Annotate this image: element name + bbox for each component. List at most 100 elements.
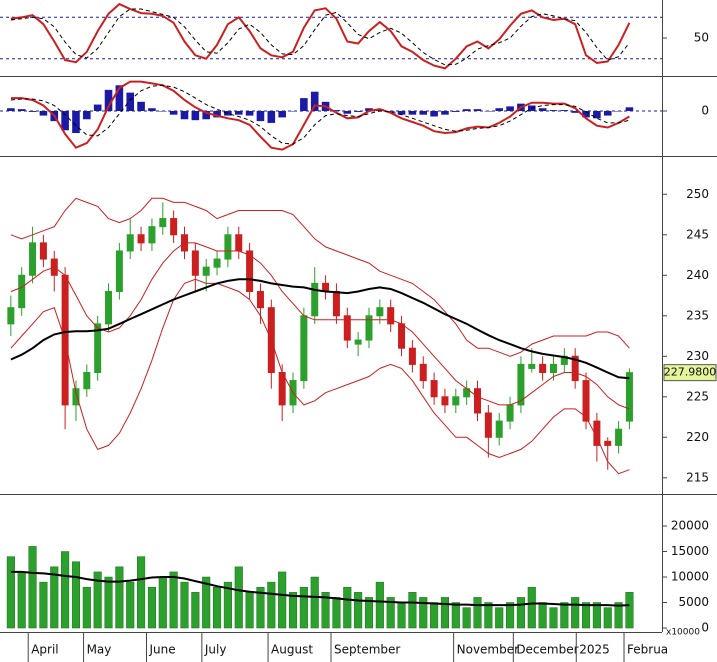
histogram-bar — [593, 110, 601, 119]
histogram-bar — [462, 109, 471, 111]
volume-bar — [256, 586, 265, 629]
volume-bar — [462, 607, 471, 629]
volume-bar — [39, 581, 48, 629]
candle-body — [354, 339, 362, 345]
volume-bar — [527, 586, 536, 629]
volume-bar — [592, 602, 601, 629]
volume-bar — [603, 607, 612, 629]
y-tick-label: 235 — [686, 308, 709, 322]
histogram-bar — [158, 110, 167, 112]
candle-body — [582, 380, 590, 422]
y-tick-label: 215 — [686, 470, 709, 484]
volume-bar — [137, 556, 146, 629]
x-tick-label: Februa — [627, 643, 668, 657]
candle-body — [441, 396, 449, 406]
volume-bar — [560, 602, 569, 629]
candle-body — [72, 388, 80, 406]
volume-bar — [299, 586, 308, 629]
volume-bar — [50, 566, 59, 629]
candle-body — [213, 258, 221, 268]
histogram-bar — [202, 110, 210, 120]
volume-bar — [223, 581, 232, 629]
x-tick-label: November — [457, 643, 519, 657]
histogram-bar — [191, 110, 200, 121]
volume-bar — [61, 551, 70, 629]
histogram-bar — [430, 110, 438, 117]
candle-body — [625, 372, 633, 422]
candle-body — [408, 347, 416, 365]
candle-body — [332, 290, 340, 317]
x-tick-label: June — [149, 643, 176, 657]
series-line — [10, 80, 630, 151]
histogram-bar — [549, 110, 558, 111]
x-tick-label: May — [87, 643, 112, 657]
histogram-bar — [61, 110, 69, 131]
volume-bar — [408, 592, 417, 629]
histogram-bar — [408, 110, 417, 115]
y-tick-label: 50 — [694, 31, 709, 45]
histogram-bar — [386, 110, 395, 112]
histogram-bar — [289, 110, 297, 112]
volume-bar — [386, 597, 395, 629]
volume-bar — [473, 597, 482, 629]
volume-bar — [202, 576, 211, 629]
volume-bar — [310, 576, 319, 629]
candle-body — [148, 226, 156, 244]
volume-bar — [343, 586, 352, 629]
candle-body — [246, 250, 254, 292]
candle-body — [115, 250, 123, 292]
histogram-bar — [72, 110, 80, 134]
histogram-bar — [224, 110, 232, 116]
histogram-bar — [180, 110, 189, 120]
histogram-bar — [169, 110, 178, 115]
candle-body — [484, 412, 492, 438]
candle-body — [430, 380, 438, 398]
y-tick-label: 250 — [686, 187, 709, 201]
histogram-bar — [452, 110, 460, 112]
candle-body — [39, 242, 47, 260]
candle-body — [387, 307, 395, 325]
volume-bar — [104, 576, 113, 629]
volume-bar — [147, 586, 156, 629]
y-tick-label: 245 — [686, 227, 709, 241]
volume-bar — [364, 597, 374, 629]
candle-body — [94, 323, 102, 373]
candle-body — [191, 250, 199, 276]
histogram-bar — [17, 109, 26, 111]
y-tick-label: 20000 — [671, 519, 709, 533]
histogram-bar — [397, 110, 406, 115]
volume-bar — [82, 586, 91, 629]
volume-bar — [625, 592, 634, 629]
volume-bar — [549, 607, 558, 629]
volume-bar — [278, 571, 287, 629]
histogram-bar — [39, 110, 48, 116]
histogram-bar — [441, 110, 449, 115]
histogram-bar — [93, 104, 102, 111]
volume-bar — [419, 597, 428, 629]
histogram-bar — [625, 107, 634, 111]
volume-bar — [506, 602, 515, 629]
volume-bar — [614, 602, 623, 629]
candle-body — [571, 355, 579, 382]
last-price-box — [663, 364, 717, 382]
y-tick-label: 0 — [701, 621, 709, 635]
histogram-bar — [7, 108, 15, 111]
histogram-bar — [245, 110, 254, 116]
volume-bar — [321, 592, 330, 629]
volume-bar — [430, 602, 439, 629]
candle-body — [615, 428, 623, 446]
volume-bar — [169, 571, 178, 629]
candle-body — [105, 290, 113, 325]
histogram-bar — [234, 110, 243, 115]
histogram-bar — [473, 109, 482, 111]
x-tick-label: September — [334, 643, 400, 657]
histogram-bar — [83, 110, 91, 120]
x-tick-label: December — [516, 643, 578, 657]
histogram-bar — [614, 110, 623, 112]
histogram-bar — [213, 110, 221, 118]
volume-bar — [158, 576, 167, 629]
volume-bar — [571, 597, 580, 629]
volume-bar — [288, 592, 298, 629]
